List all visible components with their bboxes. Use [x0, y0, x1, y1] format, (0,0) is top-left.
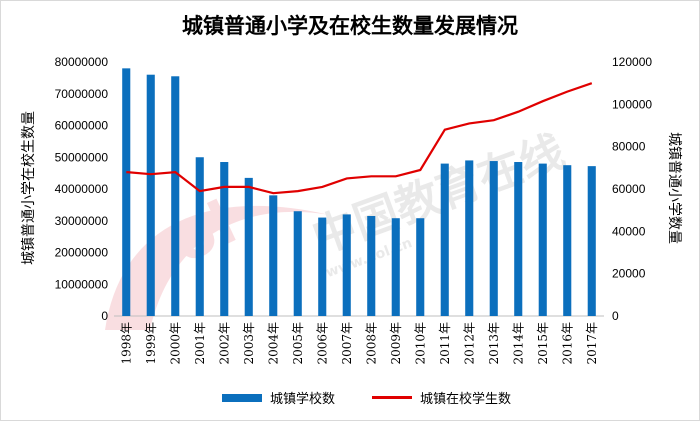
right-tick-label: 20000	[612, 267, 646, 281]
bar	[146, 74, 155, 316]
x-tick-label: 2015年	[536, 322, 550, 365]
right-axis-ticks: 0 20000 40000 60000 80000 100000 120000	[612, 55, 652, 323]
x-tick-label: 1999年	[144, 322, 158, 365]
bar	[367, 215, 376, 316]
bar	[342, 214, 351, 316]
x-tick-label: 2013年	[487, 322, 501, 365]
right-tick-label: 80000	[612, 140, 646, 154]
bar	[269, 195, 278, 316]
chart-title: 城镇普通小学及在校生数量发展情况	[182, 13, 518, 38]
left-tick-label: 80000000	[55, 55, 109, 69]
x-tick-label: 2011年	[438, 322, 452, 365]
x-tick-label: 2002年	[217, 322, 231, 365]
left-tick-label: 20000000	[55, 246, 109, 260]
bar	[538, 163, 547, 316]
bar	[195, 157, 204, 316]
legend-swatch-bar	[222, 393, 262, 402]
line-path	[126, 82, 593, 195]
bar	[122, 68, 131, 316]
left-axis-ticks: 0 10000000 20000000 30000000 40000000 5000000…	[55, 55, 109, 323]
bar	[293, 211, 302, 316]
left-tick-label: 30000000	[55, 214, 109, 228]
x-tick-label: 2010年	[413, 322, 427, 365]
bar	[563, 165, 572, 316]
right-tick-label: 0	[612, 309, 619, 323]
right-tick-label: 60000	[612, 182, 646, 196]
right-tick-label: 40000	[612, 224, 646, 238]
legend-swatch-line	[372, 396, 412, 399]
x-tick-label: 2016年	[560, 322, 574, 365]
x-tick-label: 2005年	[291, 322, 305, 365]
x-tick-label: 2006年	[315, 322, 329, 365]
left-tick-label: 70000000	[55, 87, 109, 101]
x-tick-label: 2008年	[364, 322, 378, 365]
x-tick-label: 2017年	[585, 322, 599, 365]
bar	[318, 217, 327, 316]
legend-item-bar: 城镇学校数	[222, 388, 335, 407]
watermark-logo-swoosh	[105, 205, 330, 330]
left-tick-label: 50000000	[55, 150, 109, 164]
x-tick-label: 2004年	[266, 322, 280, 365]
x-axis-ticks: 1998年 1999年 2000年 2001年 2002年 2003年 2004年 2005年…	[119, 322, 599, 365]
legend-label-bar: 城镇学校数	[270, 392, 336, 407]
left-tick-label: 0	[101, 309, 108, 323]
right-tick-label: 100000	[612, 97, 652, 111]
x-tick-label: 2007年	[340, 322, 354, 365]
bar	[465, 160, 474, 316]
x-tick-label: 2012年	[462, 322, 476, 365]
bar	[391, 218, 400, 316]
legend: 城镇学校数 城镇在校学生数	[0, 388, 700, 408]
bar	[514, 162, 523, 316]
bar	[171, 76, 180, 316]
legend-label-line: 城镇在校学生数	[420, 392, 512, 407]
legend-item-line: 城镇在校学生数	[372, 388, 511, 407]
x-tick-label: 2000年	[168, 322, 182, 365]
right-tick-label: 120000	[612, 55, 652, 69]
left-tick-label: 10000000	[55, 277, 109, 291]
x-tick-label: 2014年	[511, 322, 525, 365]
line-series	[126, 82, 593, 195]
left-tick-label: 40000000	[55, 182, 109, 196]
x-tick-label: 2009年	[389, 322, 403, 365]
bar	[440, 163, 449, 316]
bar	[244, 177, 253, 316]
x-tick-label: 2001年	[193, 322, 207, 365]
x-tick-label: 2003年	[242, 322, 256, 365]
bar	[489, 161, 498, 316]
left-tick-label: 60000000	[55, 119, 109, 133]
bar-series	[122, 68, 596, 316]
x-tick-label: 1998年	[119, 322, 133, 365]
bar	[587, 166, 596, 316]
bar	[220, 162, 229, 316]
bar	[416, 218, 425, 316]
